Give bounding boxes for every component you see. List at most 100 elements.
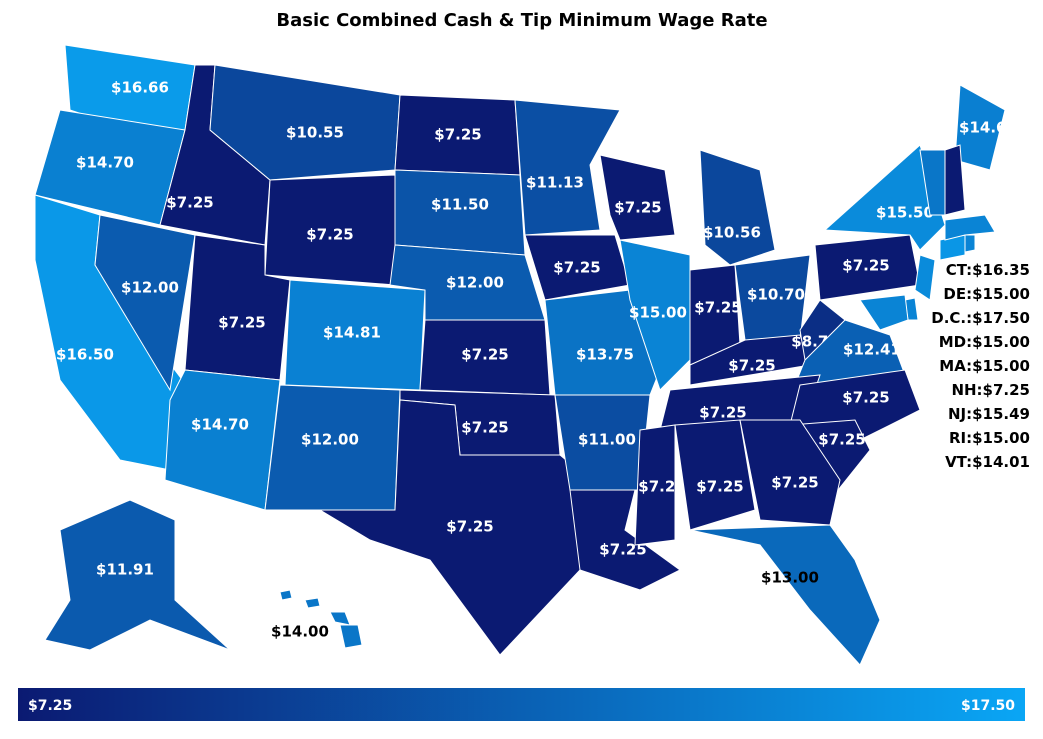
state-label: $7.25 bbox=[461, 346, 508, 364]
title: Basic Combined Cash & Tip Minimum Wage R… bbox=[276, 10, 767, 31]
state-label: $7.25 bbox=[461, 419, 508, 437]
state bbox=[599, 154, 676, 241]
state-label: $12.00 bbox=[301, 431, 359, 449]
small-state-label: VT:$14.01 bbox=[945, 453, 1030, 471]
state-label: $7.25 bbox=[818, 431, 865, 449]
small-state-label: MA:$15.00 bbox=[939, 357, 1030, 375]
state-label: $12.00 bbox=[121, 279, 179, 297]
state-label: $7.25 bbox=[166, 194, 213, 212]
small-state-label: NH:$7.25 bbox=[951, 381, 1030, 399]
state bbox=[304, 597, 321, 609]
state bbox=[544, 289, 661, 396]
state bbox=[318, 399, 591, 656]
small-state-name: NJ: bbox=[948, 405, 972, 423]
small-state-value: $16.35 bbox=[972, 261, 1030, 279]
state bbox=[689, 524, 881, 666]
state-label: $7.25 bbox=[614, 199, 661, 217]
small-state-name: D.C.: bbox=[931, 309, 972, 327]
state-label: $7.25 bbox=[699, 404, 746, 422]
legend-min: $7.25 bbox=[28, 698, 72, 714]
small-state-name: DE: bbox=[943, 285, 972, 303]
state bbox=[739, 419, 841, 526]
state bbox=[329, 611, 351, 626]
small-state-label: DE:$15.00 bbox=[943, 285, 1030, 303]
small-state-value: $17.50 bbox=[972, 309, 1030, 327]
state-label: $7.25 bbox=[638, 478, 685, 496]
state-label: $16.50 bbox=[56, 346, 114, 364]
state bbox=[339, 624, 363, 649]
small-state-name: MA: bbox=[939, 357, 972, 375]
state-label: $15.00 bbox=[629, 304, 687, 322]
state-label: $14.70 bbox=[76, 154, 134, 172]
state-label: $11.91 bbox=[96, 561, 154, 579]
state bbox=[164, 369, 281, 511]
state-label: $7.25 bbox=[842, 257, 889, 275]
small-state bbox=[859, 294, 909, 331]
small-state bbox=[914, 254, 936, 301]
state bbox=[279, 589, 293, 601]
state bbox=[823, 144, 946, 251]
state-label: $7.25 bbox=[842, 389, 889, 407]
legend-max: $17.50 bbox=[961, 698, 1015, 714]
small-state-label: NJ:$15.49 bbox=[948, 405, 1030, 423]
state-label: $7.25 bbox=[434, 126, 481, 144]
state-label: $16.66 bbox=[111, 79, 169, 97]
small-state-label: MD:$15.00 bbox=[939, 333, 1030, 351]
state bbox=[94, 214, 196, 392]
state-label: $14.65 bbox=[959, 119, 1017, 137]
state-label: $7.25 bbox=[771, 474, 818, 492]
state bbox=[634, 424, 676, 546]
state-label: $7.25 bbox=[306, 226, 353, 244]
small-state bbox=[919, 149, 946, 216]
small-state-value: $15.00 bbox=[972, 429, 1030, 447]
state-label: $7.25 bbox=[553, 259, 600, 277]
small-state-label: RI:$15.00 bbox=[949, 429, 1030, 447]
state bbox=[44, 499, 231, 651]
small-state-name: CT: bbox=[946, 261, 972, 279]
state-label: $12.41 bbox=[843, 341, 901, 359]
state-label: $10.56 bbox=[703, 224, 761, 242]
small-state bbox=[939, 234, 966, 261]
small-state-label: D.C.:$17.50 bbox=[931, 309, 1030, 327]
small-state-name: RI: bbox=[949, 429, 972, 447]
state bbox=[674, 419, 756, 531]
legend-bar bbox=[18, 688, 1025, 721]
state bbox=[209, 64, 401, 181]
state-label: $12.00 bbox=[446, 274, 504, 292]
state-label: $14.81 bbox=[323, 324, 381, 342]
state-label: $7.25 bbox=[728, 357, 775, 375]
state-label: $7.25 bbox=[446, 518, 493, 536]
small-state-value: $15.49 bbox=[972, 405, 1030, 423]
state-label: $11.50 bbox=[431, 196, 489, 214]
state-label: $11.00 bbox=[578, 431, 636, 449]
small-state bbox=[944, 214, 996, 241]
state bbox=[619, 239, 691, 391]
state-label: $14.70 bbox=[191, 416, 249, 434]
state-label: $7.25 bbox=[694, 299, 741, 317]
state-label: $15.50 bbox=[876, 204, 934, 222]
state-label: $7.25 bbox=[696, 478, 743, 496]
small-state bbox=[964, 234, 976, 253]
state-label: $11.13 bbox=[526, 174, 584, 192]
state-label: $7.25 bbox=[218, 314, 265, 332]
small-state-label: CT:$16.35 bbox=[946, 261, 1030, 279]
state-label: $13.75 bbox=[576, 346, 634, 364]
small-state-value: $15.00 bbox=[972, 333, 1030, 351]
state bbox=[569, 489, 681, 591]
state-label: $13.00 bbox=[761, 569, 819, 587]
small-state-name: NH: bbox=[951, 381, 982, 399]
small-state-name: VT: bbox=[945, 453, 972, 471]
small-state-value: $15.00 bbox=[972, 357, 1030, 375]
state-label: $10.70 bbox=[747, 286, 805, 304]
state bbox=[699, 149, 776, 266]
state-label: $10.55 bbox=[286, 124, 344, 142]
small-state-value: $14.01 bbox=[972, 453, 1030, 471]
small-state-value: $7.25 bbox=[983, 381, 1030, 399]
state bbox=[954, 84, 1006, 171]
state-label: $14.00 bbox=[271, 623, 329, 641]
small-state-value: $15.00 bbox=[972, 285, 1030, 303]
small-state-name: MD: bbox=[939, 333, 972, 351]
state bbox=[514, 99, 621, 236]
